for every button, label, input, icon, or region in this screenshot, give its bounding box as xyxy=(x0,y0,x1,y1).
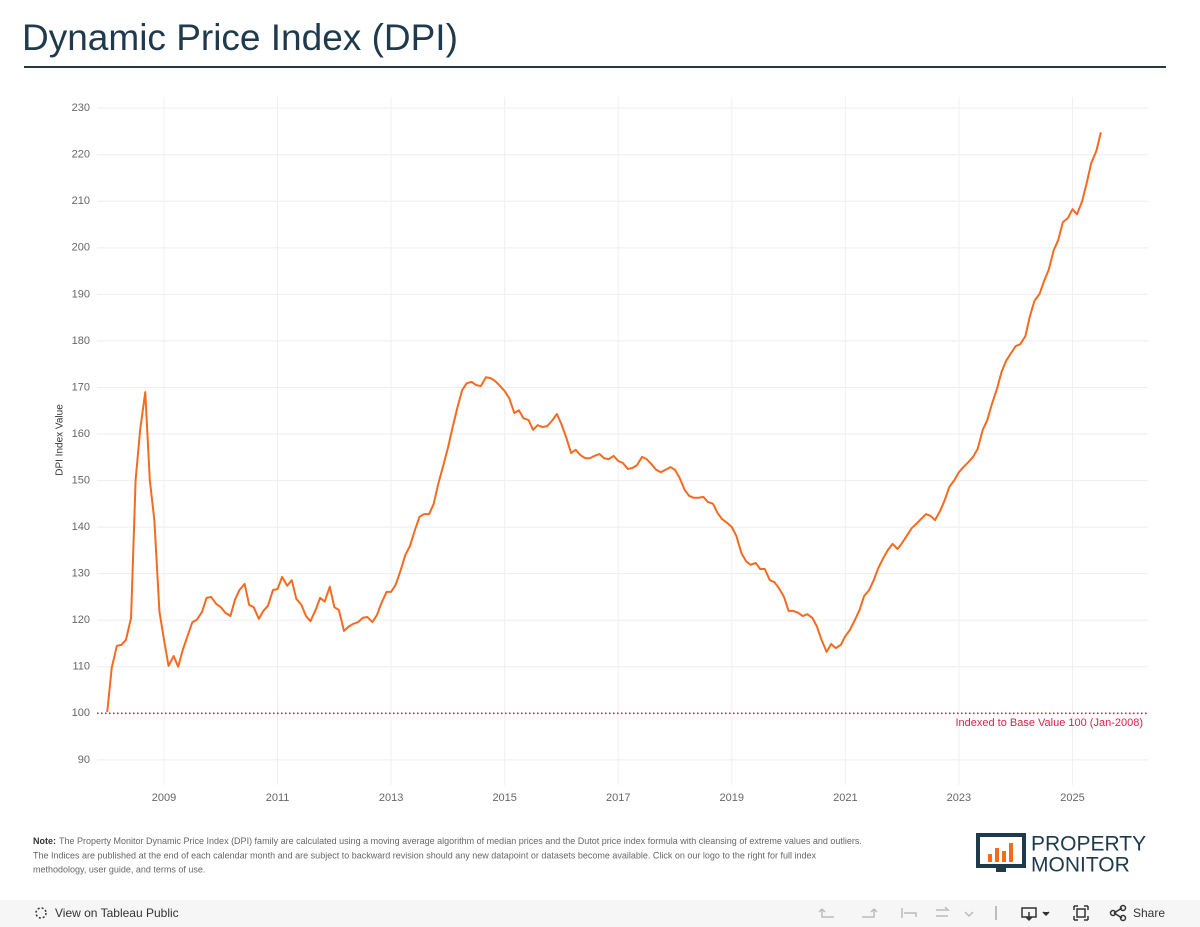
x-tick-label: 2023 xyxy=(947,792,971,804)
share-icon xyxy=(1109,909,1117,917)
revert-button[interactable] xyxy=(901,908,917,918)
undo-button[interactable] xyxy=(818,908,834,918)
share-button[interactable]: Share xyxy=(1133,906,1165,920)
note-text: The Indices are published at the end of … xyxy=(33,850,816,860)
logo-bar xyxy=(995,848,999,862)
y-tick-label: 120 xyxy=(72,614,90,626)
note-text: The Property Monitor Dynamic Price Index… xyxy=(59,836,862,846)
redo-button[interactable] xyxy=(862,908,878,918)
logo-text: MONITOR xyxy=(1031,854,1130,877)
share-icon xyxy=(1119,914,1127,922)
x-tick-label: 2019 xyxy=(720,792,744,804)
y-tick-label: 140 xyxy=(72,521,90,533)
y-tick-label: 230 xyxy=(72,102,90,114)
reference-label: Indexed to Base Value 100 (Jan-2008) xyxy=(955,717,1143,729)
y-tick-label: 130 xyxy=(72,568,90,580)
x-tick-label: 2011 xyxy=(266,792,290,804)
pause-button[interactable] xyxy=(964,911,974,918)
x-tick-label: 2017 xyxy=(606,792,630,804)
y-tick-label: 90 xyxy=(78,754,90,766)
x-tick-label: 2013 xyxy=(379,792,403,804)
logo-stand xyxy=(996,866,1006,872)
y-tick-label: 180 xyxy=(72,335,90,347)
toolbar-link: View on Tableau Public xyxy=(55,906,179,920)
x-tick-label: 2015 xyxy=(492,792,516,804)
fullscreen-button[interactable] xyxy=(1073,905,1089,921)
note-label: Note: xyxy=(33,836,56,846)
logo[interactable]: PROPERTY MONITOR xyxy=(976,833,1146,877)
y-axis-label: DPI Index Value xyxy=(55,404,66,476)
plot: 90 100 110 120 130 140 150 160 170 180 190 200 210 22… xyxy=(72,97,1148,804)
dpi-line xyxy=(106,132,1102,713)
y-tick-label: 220 xyxy=(72,149,90,161)
y-tick-label: 190 xyxy=(72,288,90,300)
share-icon xyxy=(1119,904,1127,912)
y-tick-label: 210 xyxy=(72,195,90,207)
note-text: methodology, user guide, and terms of us… xyxy=(33,864,205,874)
tableau-icon xyxy=(35,907,47,919)
x-tick-label: 2025 xyxy=(1060,792,1084,804)
x-tick-label: 2021 xyxy=(833,792,857,804)
logo-monitor xyxy=(976,833,1026,868)
page-title: Dynamic Price Index (DPI) xyxy=(22,17,458,58)
view-on-tableau[interactable]: View on Tableau Public xyxy=(35,906,179,920)
toolbar xyxy=(0,900,1200,927)
y-tick-label: 170 xyxy=(72,381,90,393)
y-tick-label: 100 xyxy=(72,707,90,719)
download-button[interactable] xyxy=(1021,907,1037,922)
logo-bar xyxy=(1002,851,1006,862)
logo-bar xyxy=(988,854,992,862)
y-tick-label: 150 xyxy=(72,474,90,486)
x-tick-label: 2009 xyxy=(152,792,176,804)
download-menu[interactable] xyxy=(1042,911,1050,917)
y-tick-label: 160 xyxy=(72,428,90,440)
logo-bar xyxy=(1009,843,1013,862)
logo-text: PROPERTY xyxy=(1031,833,1146,856)
note-line: Note: The Property Monitor Dynamic Price … xyxy=(33,836,862,846)
y-tick-label: 200 xyxy=(72,242,90,254)
y-tick-label: 110 xyxy=(72,661,90,673)
refresh-button[interactable] xyxy=(936,906,950,917)
